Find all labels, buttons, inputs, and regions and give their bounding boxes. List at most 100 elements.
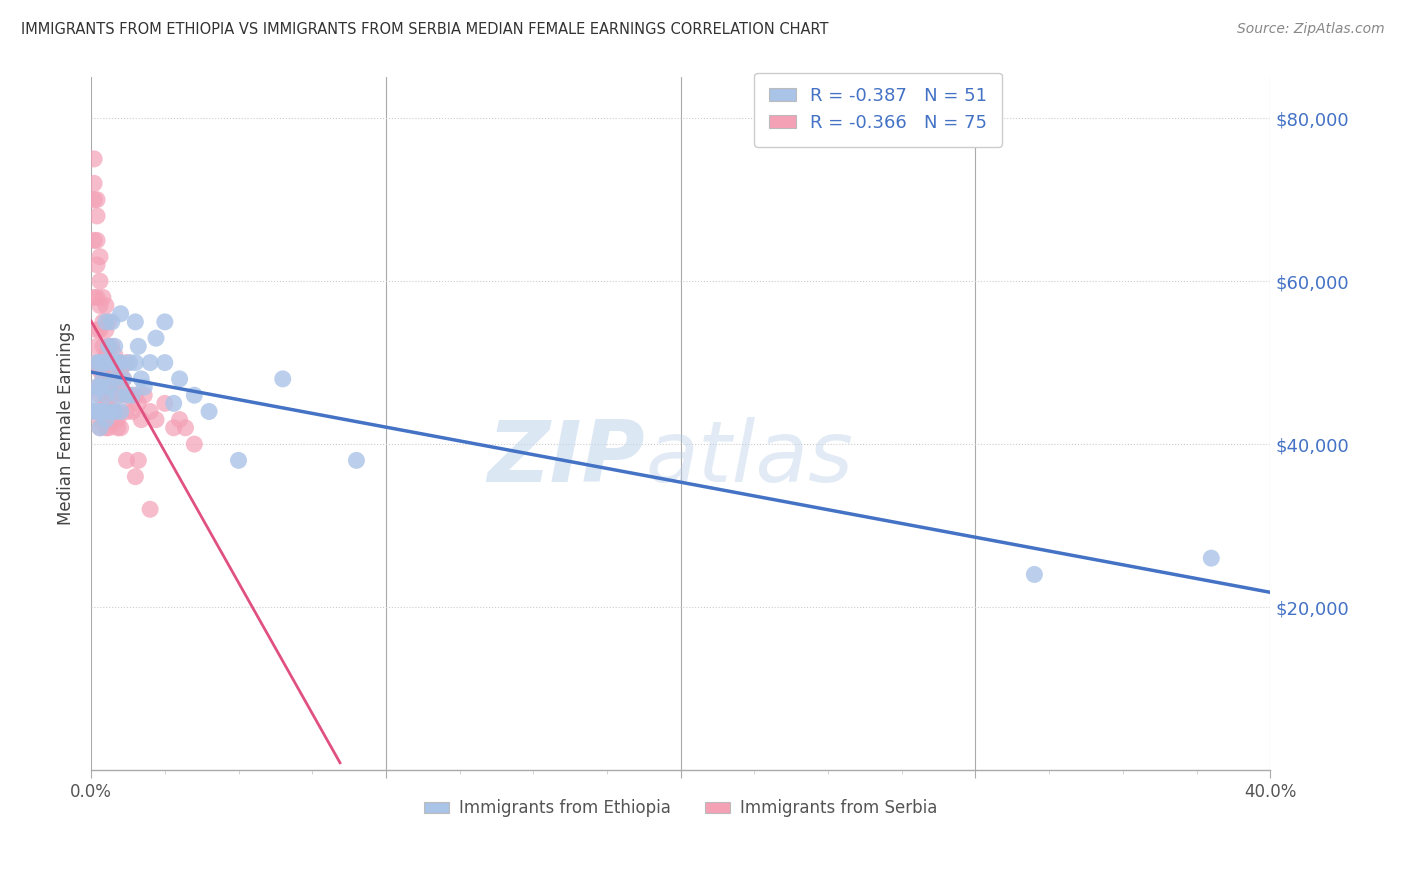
Point <box>89 274 111 288</box>
Point <box>127 339 149 353</box>
Point <box>89 356 111 370</box>
Point <box>89 421 111 435</box>
Point <box>134 380 156 394</box>
Point <box>115 453 138 467</box>
Point <box>101 356 124 370</box>
Point <box>107 412 129 426</box>
Point <box>107 356 129 370</box>
Point <box>101 339 124 353</box>
Point <box>86 258 108 272</box>
Point <box>110 404 132 418</box>
Point <box>174 421 197 435</box>
Point <box>97 421 120 435</box>
Point <box>83 356 105 370</box>
Point <box>94 388 117 402</box>
Point <box>104 404 127 418</box>
Point <box>118 356 141 370</box>
Point <box>112 372 135 386</box>
Point <box>183 388 205 402</box>
Point <box>118 388 141 402</box>
Point <box>97 380 120 394</box>
Point <box>83 404 105 418</box>
Point <box>1024 567 1046 582</box>
Point <box>94 380 117 394</box>
Point <box>89 380 111 394</box>
Point <box>129 412 152 426</box>
Point <box>89 388 111 402</box>
Point <box>94 299 117 313</box>
Point <box>86 323 108 337</box>
Point <box>139 404 162 418</box>
Point <box>101 315 124 329</box>
Point <box>86 356 108 370</box>
Point <box>124 388 146 402</box>
Point <box>110 356 132 370</box>
Point <box>110 421 132 435</box>
Point <box>83 193 105 207</box>
Point <box>163 421 186 435</box>
Point <box>91 372 114 386</box>
Point <box>228 453 250 467</box>
Text: IMMIGRANTS FROM ETHIOPIA VS IMMIGRANTS FROM SERBIA MEDIAN FEMALE EARNINGS CORREL: IMMIGRANTS FROM ETHIOPIA VS IMMIGRANTS F… <box>21 22 828 37</box>
Point <box>153 396 176 410</box>
Point <box>163 396 186 410</box>
Point <box>94 347 117 361</box>
Point <box>91 290 114 304</box>
Text: Source: ZipAtlas.com: Source: ZipAtlas.com <box>1237 22 1385 37</box>
Point <box>94 421 117 435</box>
Text: atlas: atlas <box>645 417 853 500</box>
Point <box>127 396 149 410</box>
Point <box>83 388 105 402</box>
Point <box>134 388 156 402</box>
Point <box>94 323 117 337</box>
Point <box>110 364 132 378</box>
Point <box>104 404 127 418</box>
Point <box>91 356 114 370</box>
Point <box>1199 551 1222 566</box>
Point <box>86 404 108 418</box>
Point <box>89 323 111 337</box>
Point <box>86 290 108 304</box>
Point <box>139 502 162 516</box>
Point <box>110 388 132 402</box>
Point <box>97 404 120 418</box>
Point <box>86 193 108 207</box>
Point <box>104 339 127 353</box>
Point <box>183 437 205 451</box>
Point <box>121 404 143 418</box>
Point <box>104 372 127 386</box>
Point <box>89 299 111 313</box>
Point <box>124 356 146 370</box>
Point <box>121 388 143 402</box>
Point <box>97 339 120 353</box>
Point <box>104 372 127 386</box>
Point <box>83 234 105 248</box>
Point <box>89 364 111 378</box>
Point <box>107 356 129 370</box>
Point <box>94 356 117 370</box>
Point <box>97 404 120 418</box>
Point <box>271 372 294 386</box>
Point <box>101 388 124 402</box>
Point <box>94 396 117 410</box>
Point <box>101 364 124 378</box>
Point <box>124 469 146 483</box>
Point <box>107 380 129 394</box>
Point <box>346 453 368 467</box>
Legend: Immigrants from Ethiopia, Immigrants from Serbia: Immigrants from Ethiopia, Immigrants fro… <box>418 793 943 824</box>
Text: ZIP: ZIP <box>488 417 645 500</box>
Point <box>104 347 127 361</box>
Point <box>86 380 108 394</box>
Point <box>115 404 138 418</box>
Point <box>83 152 105 166</box>
Point <box>94 315 117 329</box>
Point <box>89 356 111 370</box>
Point <box>115 356 138 370</box>
Point <box>91 339 114 353</box>
Point <box>129 372 152 386</box>
Point <box>94 372 117 386</box>
Point <box>145 412 167 426</box>
Point <box>89 412 111 426</box>
Point <box>112 372 135 386</box>
Point <box>89 421 111 435</box>
